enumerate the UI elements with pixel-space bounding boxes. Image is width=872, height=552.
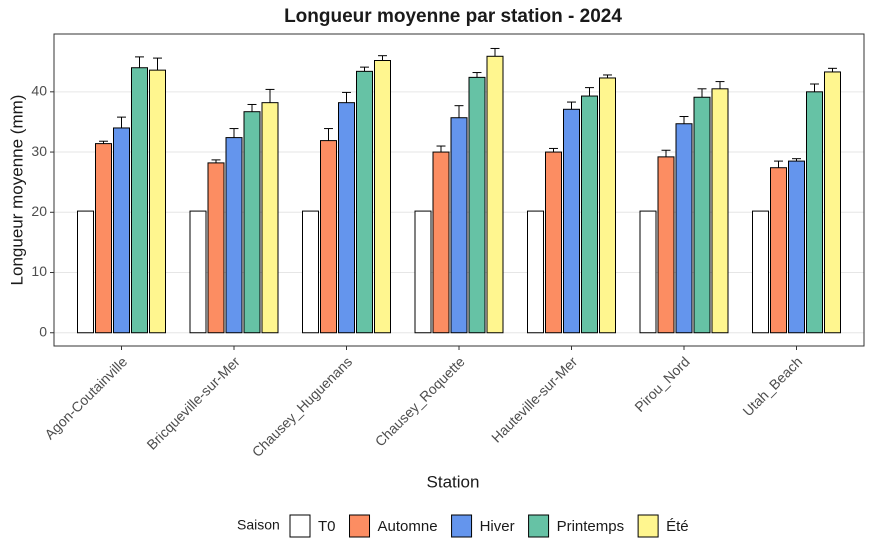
y-tick-label: 40 <box>31 83 47 99</box>
y-tick-label: 20 <box>31 203 47 219</box>
x-tick-label: Agon-Coutainville <box>41 353 130 442</box>
legend-label: Été <box>666 518 689 535</box>
bar <box>374 60 391 334</box>
bar <box>752 210 769 334</box>
bar <box>806 91 823 334</box>
bar <box>113 127 130 334</box>
bar <box>711 88 729 334</box>
y-axis-title: Longueur moyenne (mm) <box>7 95 26 286</box>
legend-key <box>528 514 550 538</box>
bar <box>468 76 486 334</box>
bar <box>356 70 373 334</box>
bar <box>599 77 616 334</box>
x-tick-label: Pirou_Nord <box>631 353 692 414</box>
legend-key <box>289 514 311 538</box>
legend-key <box>451 514 473 538</box>
x-tick-label: Chausey_Huguenans <box>249 353 356 460</box>
bar <box>95 143 112 334</box>
legend-label: Automne <box>378 518 438 535</box>
x-tick-label: Utah_Beach <box>739 353 805 419</box>
bar <box>207 162 225 334</box>
y-tick-label: 30 <box>31 143 47 159</box>
bar <box>338 102 355 334</box>
bar <box>639 210 657 334</box>
x-tick-label: Bricqueville-sur-Mer <box>143 353 243 453</box>
bar <box>302 210 319 334</box>
legend-key <box>349 514 371 538</box>
bar <box>527 210 544 334</box>
bar <box>414 210 432 334</box>
panel-border <box>53 33 865 347</box>
y-tick-label: 0 <box>39 323 47 339</box>
legend-label: Printemps <box>557 518 625 535</box>
legend-label: Hiver <box>480 518 515 535</box>
x-tick-label: Hauteville-sur-Mer <box>488 353 580 445</box>
bar <box>545 151 562 334</box>
bar <box>675 123 693 334</box>
bar <box>788 160 805 334</box>
bar <box>131 67 148 334</box>
legend-key <box>637 514 659 538</box>
bar <box>693 96 711 334</box>
bar <box>770 167 787 334</box>
bar <box>189 210 207 334</box>
bar <box>450 117 468 334</box>
bar <box>824 71 841 334</box>
bar <box>486 55 504 334</box>
bar <box>657 156 675 334</box>
chart-title: Longueur moyenne par station - 2024 <box>284 6 622 27</box>
legend-label: T0 <box>318 518 336 535</box>
bar <box>243 111 261 334</box>
x-axis-title: Station <box>427 472 480 491</box>
bar <box>581 95 598 334</box>
legend-title: Saison <box>237 517 280 533</box>
y-tick-label: 10 <box>31 263 47 279</box>
bar <box>225 137 243 334</box>
bar <box>77 210 94 334</box>
bar <box>563 108 580 334</box>
bar <box>320 140 337 334</box>
bar <box>261 102 279 334</box>
bar <box>149 69 166 334</box>
x-tick-label: Chausey_Roquette <box>372 353 468 449</box>
bar <box>432 151 450 334</box>
